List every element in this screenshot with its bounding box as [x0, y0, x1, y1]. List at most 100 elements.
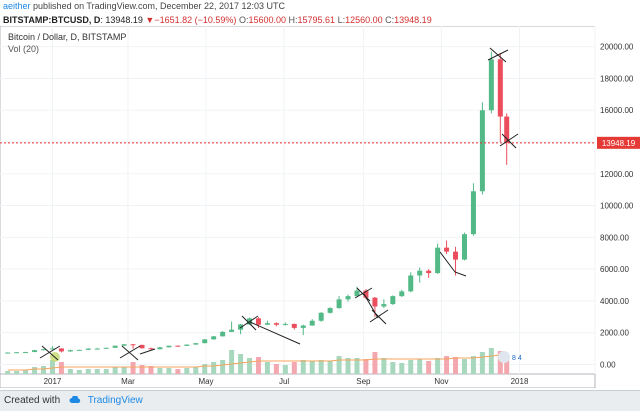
price-tick-label: 8000.00	[600, 233, 629, 242]
candle-body	[193, 343, 199, 345]
annotation-x-mark	[39, 345, 61, 361]
candles	[5, 51, 510, 354]
candle-body	[14, 352, 20, 354]
candle-body	[363, 290, 369, 298]
price-tick-label: 12000.00	[600, 170, 634, 179]
volume-bar	[255, 357, 261, 374]
author-name[interactable]: aeither	[3, 1, 31, 11]
candle-body	[327, 308, 333, 313]
tradingview-cloud-icon	[69, 396, 81, 404]
candle-body	[318, 312, 324, 321]
last-price-tag: 13948.19	[597, 136, 640, 149]
price-tick-label: 2000.00	[600, 329, 629, 338]
volume-bar	[211, 362, 217, 374]
volume-bar	[103, 369, 109, 374]
ohlc-header: BITSTAMP:BTCUSD, D: 13948.19 ▼−1651.82 (…	[3, 15, 432, 25]
badge-bg	[498, 351, 510, 363]
high-value: 15795.61	[297, 15, 336, 25]
candle-body	[220, 331, 226, 337]
time-tick-label: May	[198, 377, 213, 386]
footer-bar: Created with TradingView	[0, 390, 640, 411]
volume-bar	[435, 358, 441, 374]
volume-bar	[309, 361, 315, 374]
open-label: O:	[238, 15, 249, 25]
volume-bar	[175, 369, 181, 374]
chart-background	[0, 26, 640, 388]
volume-bar	[32, 367, 38, 374]
candle-body	[23, 352, 29, 354]
candle-body	[148, 348, 154, 350]
chart-title: Bitcoin / Dollar, D, BITSTAMP	[8, 32, 126, 42]
volume-bar	[121, 367, 127, 374]
volume-bar	[504, 355, 510, 374]
chart-area[interactable]: 0.00 2000.00 4000.00 6000.00 8000.00 10000.00…	[0, 26, 640, 388]
candle-body	[470, 191, 476, 235]
price-tick-label: 4000.00	[600, 297, 629, 306]
candle-body	[121, 344, 127, 346]
last-price-tag-bg	[597, 136, 640, 149]
candle-body	[408, 275, 414, 292]
price-chart[interactable]: 0.00 2000.00 4000.00 6000.00 8000.00 10000.00…	[0, 26, 640, 388]
volume-bar	[130, 362, 136, 374]
candle-body	[67, 350, 73, 352]
close-value: 13948.19	[394, 15, 432, 25]
tradingview-logo-text[interactable]: TradingView	[87, 395, 143, 406]
volume-bar	[417, 359, 423, 374]
volume-bar	[453, 357, 459, 374]
volume-bar	[58, 362, 64, 374]
annotation-x-mark	[369, 309, 389, 325]
candle-body	[444, 247, 450, 252]
candle-body	[399, 291, 405, 297]
volume-bar	[157, 368, 163, 374]
candle-body	[345, 296, 351, 300]
volume-bar	[444, 356, 450, 374]
candle-body	[461, 234, 467, 260]
annotation-line	[139, 348, 156, 355]
price-tick-label: 6000.00	[600, 265, 629, 274]
candle-body	[417, 270, 423, 276]
volume-bar	[166, 368, 172, 374]
annotation-x-mark	[239, 315, 259, 331]
candle-body	[435, 247, 441, 274]
time-tick-label: Nov	[434, 377, 448, 386]
volume-bar	[49, 360, 55, 374]
candle-body	[300, 325, 306, 328]
volume-bar	[318, 360, 324, 374]
candle-body	[41, 349, 47, 351]
candle-body	[76, 349, 82, 351]
candle-body	[103, 347, 109, 349]
volume-bar	[381, 358, 387, 374]
volume-bar	[112, 367, 118, 374]
candle-body	[49, 348, 55, 350]
volume-bar	[23, 370, 29, 374]
volume-bar	[354, 358, 360, 374]
candle-body	[32, 350, 38, 353]
volume-bar	[291, 362, 297, 374]
badge-text: 8 4	[512, 355, 522, 362]
candle-body	[58, 348, 64, 352]
event-badge[interactable]: 8 4	[498, 351, 522, 363]
volume-bar	[390, 362, 396, 374]
volume-bar	[85, 369, 91, 374]
drawing-annotations	[39, 47, 519, 361]
candle-body	[175, 345, 181, 347]
volume-bar	[67, 369, 73, 374]
volume-bar	[363, 359, 369, 374]
volume-bar	[94, 369, 100, 374]
time-scale[interactable]: 2017 Mar May Jul Sep Nov 2018	[44, 377, 529, 386]
price-tick-label: 16000.00	[600, 106, 634, 115]
published-text: published on TradingView.com, December 2…	[33, 1, 286, 11]
annotation-x-mark	[119, 345, 141, 361]
high-label: H:	[288, 15, 298, 25]
volume-bar	[479, 352, 485, 374]
price-tick-label: 18000.00	[600, 74, 634, 83]
volume-bar	[220, 360, 226, 374]
volume-bar	[336, 356, 342, 374]
volume-bar	[229, 350, 235, 374]
time-tick-label: Jul	[279, 377, 289, 386]
volume-bar	[139, 365, 145, 374]
publish-info: aeither published on TradingView.com, De…	[0, 0, 640, 13]
last-price: 13948.19	[105, 15, 143, 25]
volume-bar	[461, 359, 467, 374]
candle-body	[211, 336, 217, 340]
